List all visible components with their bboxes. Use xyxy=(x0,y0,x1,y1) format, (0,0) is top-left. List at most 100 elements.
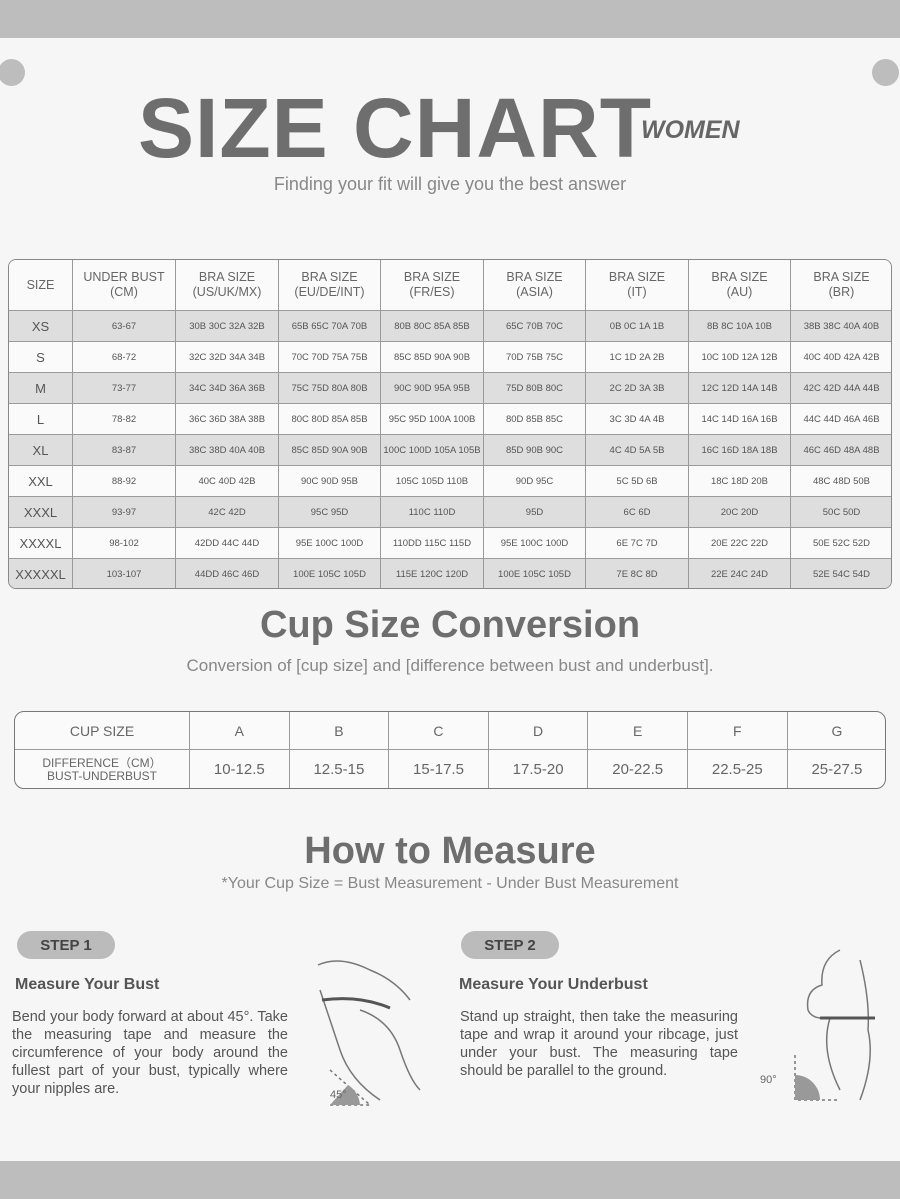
angle-label: 45° xyxy=(330,1089,347,1101)
cell: 16C 16D 18A 18B xyxy=(689,435,791,466)
bottom-band xyxy=(0,1161,900,1199)
step-text: Bend your body forward at about 45°. Tak… xyxy=(12,1009,288,1097)
cell: 80B 80C 85A 85B xyxy=(381,311,484,342)
cell: 40C 40D 42A 42B xyxy=(791,342,891,373)
cell: 68-72 xyxy=(73,342,176,373)
header-text: (BR) xyxy=(828,285,855,299)
cell: 18C 18D 20B xyxy=(689,466,791,497)
cup: D xyxy=(488,712,589,750)
subtitle: Finding your fit will give you the best … xyxy=(273,174,627,194)
diff: 17.5-20 xyxy=(489,750,589,788)
step-label: STEP 1 xyxy=(17,931,115,959)
step-heading: Measure Your Bust xyxy=(15,976,160,993)
cell: 85C 85D 90A 90B xyxy=(279,435,381,466)
cell: M xyxy=(9,373,73,404)
header-text: (US/UK/MX) xyxy=(192,285,262,299)
cell: 93-97 xyxy=(73,497,176,528)
cell: 42C 42D xyxy=(176,497,279,528)
diff: 20-22.5 xyxy=(588,750,688,788)
cell: 73-77 xyxy=(73,373,176,404)
diff-label-line: BUST-UNDERBUST xyxy=(46,768,157,783)
header-cell: BRA SIZE (IT) xyxy=(586,260,689,311)
header-cell: BRA SIZE (US/UK/MX) xyxy=(176,260,279,311)
cell: 88-92 xyxy=(73,466,176,497)
header-text: (IT) xyxy=(627,285,647,299)
cell: 0B 0C 1A 1B xyxy=(586,311,689,342)
cell: 80D 85B 85C xyxy=(484,404,586,435)
step-heading: Measure Your Underbust xyxy=(459,976,648,993)
cell: 95E 100C 100D xyxy=(279,528,381,559)
cell: 22E 24C 24D xyxy=(689,559,791,588)
cell: 38B 38C 40A 40B xyxy=(791,311,891,342)
cell: 3C 3D 4A 4B xyxy=(586,404,689,435)
cell: 50C 50D xyxy=(791,497,891,528)
cell: XXL xyxy=(9,466,73,497)
header-text: BRA SIZE xyxy=(403,270,461,284)
cell: 46C 46D 48A 48B xyxy=(791,435,891,466)
step-label: STEP 2 xyxy=(461,931,559,959)
cell: 78-82 xyxy=(73,404,176,435)
cell: 20C 20D xyxy=(689,497,791,528)
cell: XL xyxy=(9,435,73,466)
header-text: (ASIA) xyxy=(516,285,553,299)
cell: 63-67 xyxy=(73,311,176,342)
cell: 85C 85D 90A 90B xyxy=(381,342,484,373)
cup-label: CUP SIZE xyxy=(15,712,190,750)
cell: 5C 5D 6B xyxy=(586,466,689,497)
cell: 80C 80D 85A 85B xyxy=(279,404,381,435)
cell: 95E 100C 100D xyxy=(484,528,586,559)
cell: 115E 120C 120D xyxy=(381,559,484,588)
cell: 65B 65C 70A 70B xyxy=(279,311,381,342)
cell: 12C 12D 14A 14B xyxy=(689,373,791,404)
top-band xyxy=(0,0,900,38)
cell: 65C 70B 70C xyxy=(484,311,586,342)
cell: 95D xyxy=(484,497,586,528)
cell: 95C 95D xyxy=(279,497,381,528)
cell: 90D 95C xyxy=(484,466,586,497)
header-text: BRA SIZE xyxy=(813,270,870,284)
diff: 12.5-15 xyxy=(290,750,390,788)
tag: WOMEN xyxy=(641,116,740,144)
diff: 10-12.5 xyxy=(190,750,290,788)
cup: F xyxy=(688,712,788,750)
dot xyxy=(872,59,899,86)
section-subtitle: Conversion of [cup size] and [difference… xyxy=(186,656,714,675)
cell: 34C 34D 36A 36B xyxy=(176,373,279,404)
cell: XXXXL xyxy=(9,528,73,559)
cell: 4C 4D 5A 5B xyxy=(586,435,689,466)
cell: 103-107 xyxy=(73,559,176,588)
dot xyxy=(0,59,25,86)
cell: S xyxy=(9,342,73,373)
cell: 20E 22C 22D xyxy=(689,528,791,559)
diff-label-line: DIFFERENCE（CM） xyxy=(42,755,162,770)
cell: 90C 90D 95A 95B xyxy=(381,373,484,404)
header-cell: BRA SIZE (EU/DE/INT) xyxy=(279,260,381,311)
header-cell: BRA SIZE (AU) xyxy=(689,260,791,311)
illustration: 45° xyxy=(317,960,421,1106)
step-text: Stand up straight, then take the measuri… xyxy=(460,1009,738,1079)
cell: 95C 95D 100A 100B xyxy=(381,404,484,435)
diff: 22.5-25 xyxy=(688,750,788,788)
cell: 14C 14D 16A 16B xyxy=(689,404,791,435)
cell: 10C 10D 12A 12B xyxy=(689,342,791,373)
header-text: BRA SIZE xyxy=(711,270,768,284)
cell: 38C 38D 40A 40B xyxy=(176,435,279,466)
cell: XXXL xyxy=(9,497,73,528)
cell: 85D 90B 90C xyxy=(484,435,586,466)
note: *Your Cup Size = Bust Measurement - Unde… xyxy=(221,875,679,892)
angle-label: 90° xyxy=(760,1074,777,1086)
cell: 52E 54C 54D xyxy=(791,559,891,588)
header-text: (AU) xyxy=(726,285,753,299)
cell: L xyxy=(9,404,73,435)
cell: 100E 105C 105D xyxy=(279,559,381,588)
title: SIZE CHART xyxy=(138,81,652,175)
cell: 1C 1D 2A 2B xyxy=(586,342,689,373)
cell: 44DD 46C 46D xyxy=(176,559,279,588)
cell: 6E 7C 7D xyxy=(586,528,689,559)
cell: 44C 44D 46A 46B xyxy=(791,404,891,435)
section-title: How to Measure xyxy=(304,830,596,872)
header-cell: SIZE xyxy=(9,260,73,311)
diff: 25-27.5 xyxy=(788,750,885,788)
cell: 6C 6D xyxy=(586,497,689,528)
